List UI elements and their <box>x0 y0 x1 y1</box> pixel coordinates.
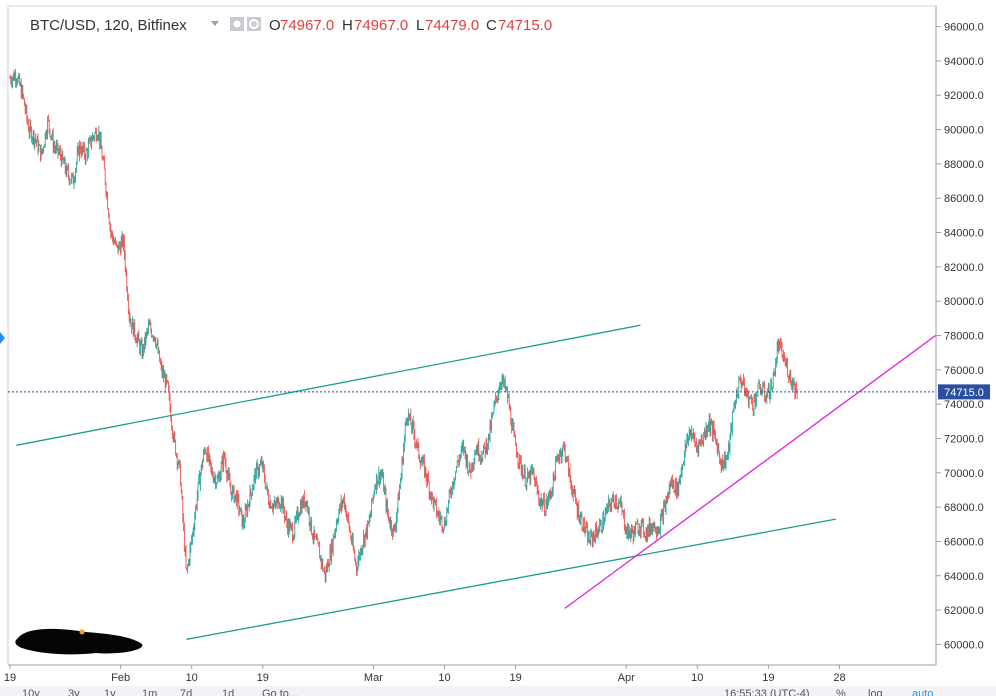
clock-label[interactable]: 16:55:33 (UTC-4) <box>724 688 810 696</box>
percent-toggle[interactable]: % <box>836 688 846 696</box>
price-tick-label: 82000.0 <box>944 262 984 274</box>
plot-area[interactable] <box>7 5 937 666</box>
price-tick-label: 88000.0 <box>944 159 984 171</box>
chart-settings-icon[interactable] <box>230 17 244 31</box>
time-tick-label: 10 <box>691 672 703 684</box>
open-value: 74967.0 <box>280 17 334 34</box>
time-axis-labels: 19 Feb 10 19 Mar 10 19 Apr 10 19 28 <box>4 665 846 684</box>
price-tick-label: 60000.0 <box>944 639 984 651</box>
channel-upper[interactable] <box>16 324 641 446</box>
range-button[interactable]: 1m <box>142 688 157 696</box>
redaction-dot <box>79 629 85 635</box>
channel-lower[interactable] <box>186 518 836 640</box>
time-tick-label: 10 <box>438 672 450 684</box>
price-tick-label: 62000.0 <box>944 605 984 617</box>
price-axis-ticks: 96000.0 94000.0 92000.0 90000.0 88000.0 86000… <box>936 22 984 651</box>
high-label: H <box>342 17 353 34</box>
chart-format-icon[interactable] <box>247 17 261 31</box>
footer-controls: 10y 3y 1y 1m 7d 1d Go to... 16:55:33 (UTC-4)% lo… <box>22 688 933 696</box>
auto-toggle[interactable]: auto <box>912 688 933 696</box>
close-label: C <box>486 17 497 34</box>
current-price-tag: 74715.0 <box>938 384 990 400</box>
price-tick-label: 86000.0 <box>944 193 984 205</box>
price-tick-label: 92000.0 <box>944 90 984 102</box>
price-tick-label: 64000.0 <box>944 571 984 583</box>
low-label: L <box>416 17 424 34</box>
time-tick-label: 19 <box>257 672 269 684</box>
candlestick-series <box>9 68 798 584</box>
symbol-title[interactable]: BTC/USD, 120, Bitfinex <box>30 17 187 34</box>
symbol-dropdown-icon[interactable] <box>211 21 219 26</box>
left-scroll-arrow-icon[interactable] <box>0 332 5 344</box>
time-tick-label: 19 <box>762 672 774 684</box>
redaction-mark <box>15 628 143 655</box>
time-tick-label: Feb <box>111 672 130 684</box>
range-button[interactable]: 7d <box>180 688 192 696</box>
footer-bar <box>0 686 996 696</box>
time-tick-label: 10 <box>186 672 198 684</box>
price-tick-label: 74000.0 <box>944 399 984 411</box>
high-value: 74967.0 <box>354 17 408 34</box>
price-tick-label: 94000.0 <box>944 56 984 68</box>
price-tick-label: 72000.0 <box>944 433 984 445</box>
time-tick-label: 19 <box>509 672 521 684</box>
price-tick-label: 78000.0 <box>944 331 984 343</box>
price-tick-label: 96000.0 <box>944 22 984 34</box>
trendline-drawings <box>16 310 969 640</box>
price-axis[interactable] <box>936 6 996 665</box>
price-tick-label: 80000.0 <box>944 296 984 308</box>
price-tick-label: 70000.0 <box>944 468 984 480</box>
range-button[interactable]: 3y <box>68 688 80 696</box>
chart-header: BTC/USD, 120, Bitfinex O 74967.0 H 74967… <box>30 17 552 34</box>
range-button[interactable]: Go to... <box>262 688 298 696</box>
time-tick-label: 19 <box>4 672 16 684</box>
price-tick-label: 84000.0 <box>944 228 984 240</box>
time-tick-label: Mar <box>364 672 383 684</box>
current-price-label: 74715.0 <box>944 387 984 399</box>
price-tick-label: 90000.0 <box>944 125 984 137</box>
price-tick-label: 76000.0 <box>944 365 984 377</box>
time-tick-label: Apr <box>618 672 635 684</box>
price-tick-label: 66000.0 <box>944 536 984 548</box>
support-line[interactable] <box>564 310 969 609</box>
range-button[interactable]: 1y <box>104 688 116 696</box>
time-tick-label: 28 <box>833 672 845 684</box>
price-tick-label: 68000.0 <box>944 502 984 514</box>
close-value: 74715.0 <box>498 17 552 34</box>
low-value: 74479.0 <box>425 17 479 34</box>
range-button[interactable]: 10y <box>22 688 40 696</box>
range-button[interactable]: 1d <box>222 688 234 696</box>
open-label: O <box>269 17 281 34</box>
log-toggle[interactable]: log <box>868 688 883 696</box>
